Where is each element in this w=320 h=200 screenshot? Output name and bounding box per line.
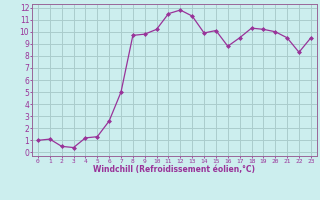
X-axis label: Windchill (Refroidissement éolien,°C): Windchill (Refroidissement éolien,°C) <box>93 165 255 174</box>
